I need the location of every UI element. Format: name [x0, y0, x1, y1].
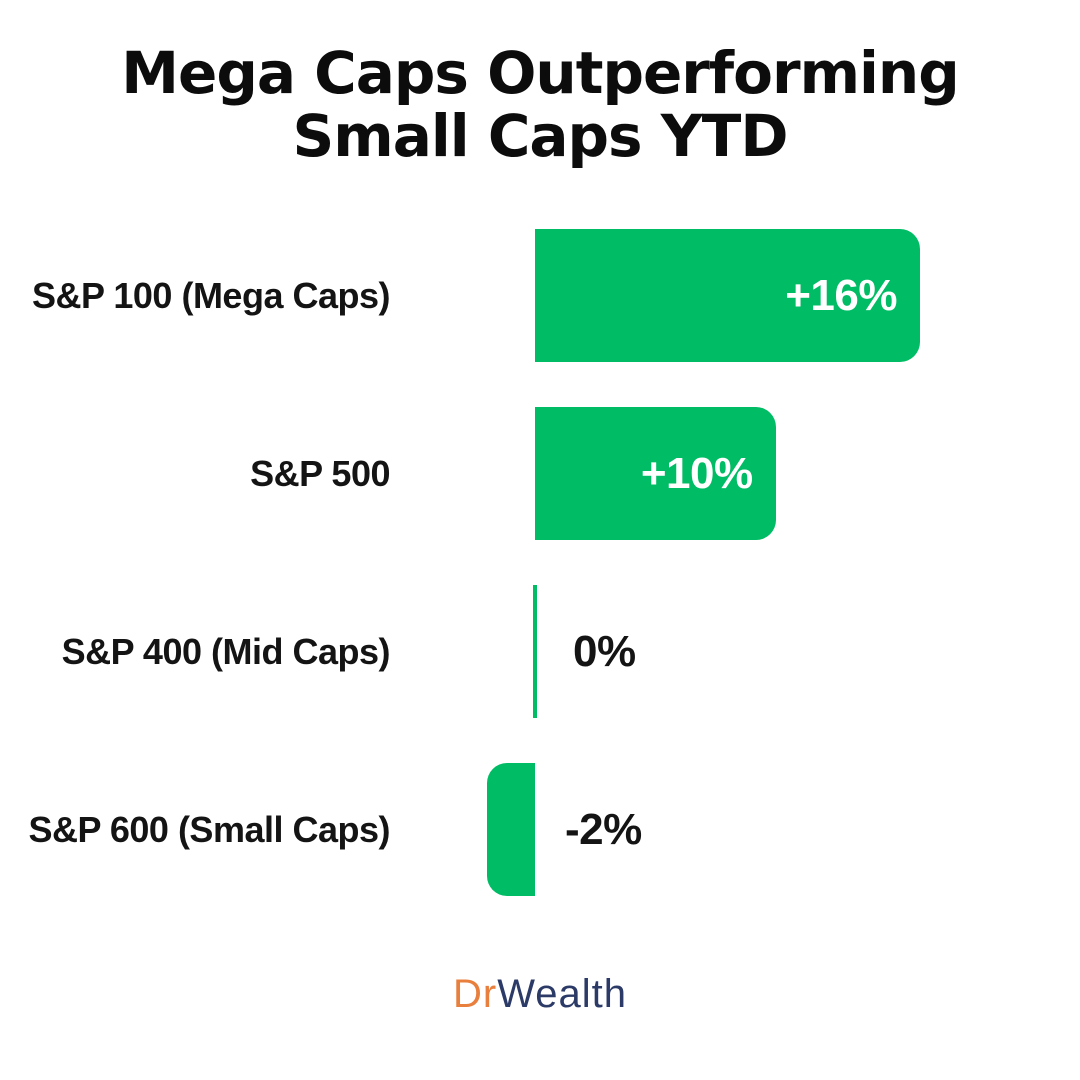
- value-label-sp100: +16%: [785, 270, 897, 320]
- category-label-sp100: S&P 100 (Mega Caps): [32, 274, 390, 316]
- bar-sp400-zero-line: [533, 585, 537, 718]
- chart-title: Mega Caps Outperforming Small Caps YTD: [0, 42, 1080, 167]
- bar-row-sp500: S&P 500 +10%: [0, 407, 1080, 540]
- bar-sp600: [486, 763, 535, 896]
- bar-sp100: [535, 229, 920, 362]
- drwealth-logo: DrWealth: [0, 972, 1080, 1017]
- chart-title-line2: Small Caps YTD: [292, 101, 789, 170]
- value-label-sp500: +10%: [640, 448, 753, 498]
- bar-sp500: [535, 407, 776, 540]
- category-label-sp500: S&P 500: [250, 452, 390, 494]
- chart-title-line1: Mega Caps Outperforming: [121, 39, 959, 107]
- category-label-sp600: S&P 600 (Small Caps): [28, 808, 391, 850]
- category-label-sp400: S&P 400 (Mid Caps): [61, 630, 391, 672]
- logo-text-wealth: Wealth: [497, 972, 627, 1016]
- bar-row-sp600: S&P 600 (Small Caps) -2%: [0, 763, 1080, 896]
- logo-text-dr: Dr: [453, 972, 498, 1016]
- value-label-sp400: 0%: [573, 626, 636, 676]
- bar-row-sp100: S&P 100 (Mega Caps) +16%: [0, 229, 1080, 362]
- value-label-sp600: -2%: [565, 804, 642, 854]
- bar-row-sp400: S&P 400 (Mid Caps) 0%: [0, 585, 1080, 718]
